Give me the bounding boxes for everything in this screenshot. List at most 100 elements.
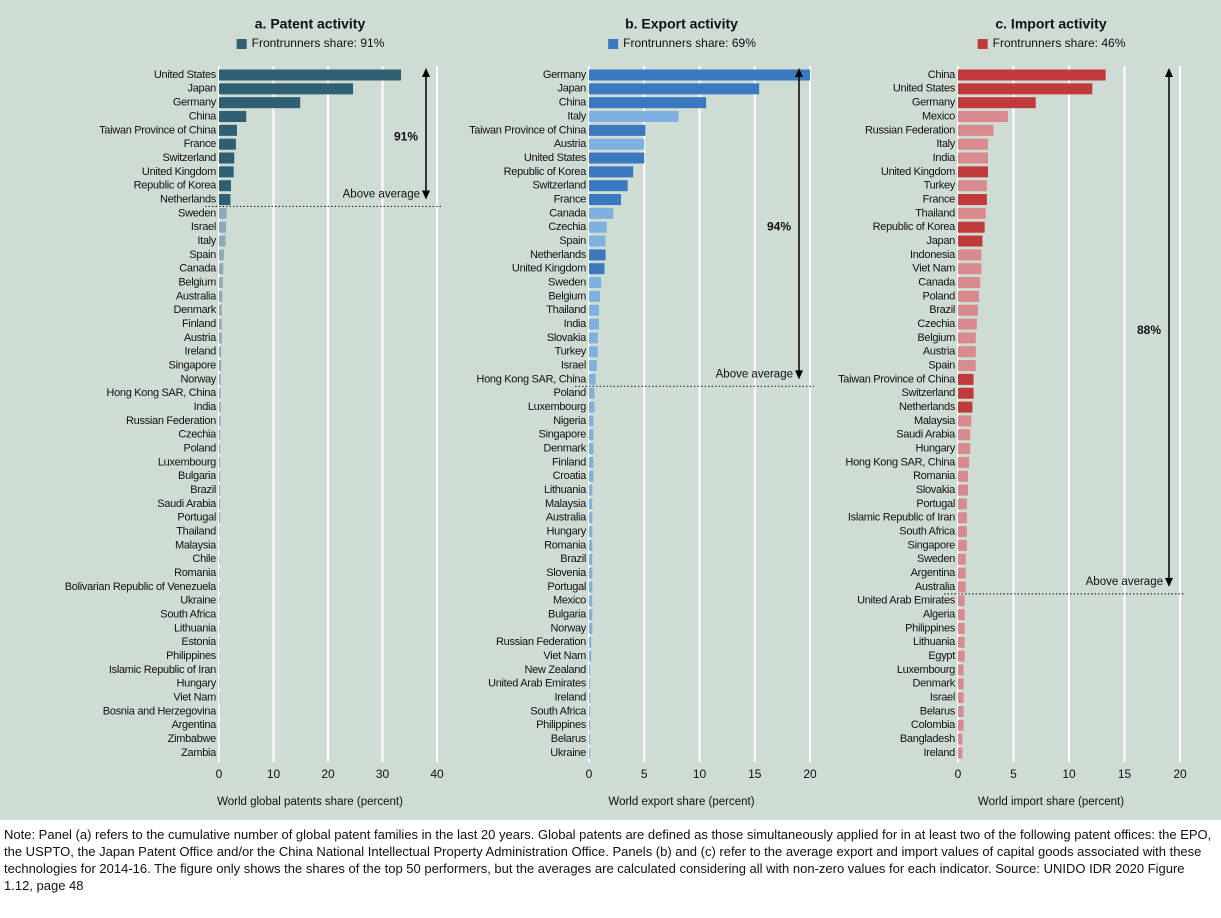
category-label: Italy (936, 138, 955, 150)
x-tick-label: 20 (321, 767, 335, 781)
category-label: Austria (554, 138, 587, 150)
bar (589, 692, 591, 704)
bar (958, 111, 1008, 123)
bar (219, 83, 354, 95)
bar (589, 124, 646, 136)
bar (219, 346, 222, 358)
bar (958, 484, 968, 496)
category-label: Canada (549, 207, 587, 219)
bar (958, 194, 987, 206)
note: Note: Panel (a) refers to the cumulative… (4, 827, 1212, 893)
bar (589, 719, 591, 731)
category-label: Lithuania (544, 484, 587, 496)
bar (958, 373, 974, 385)
bar (589, 152, 645, 164)
bar (589, 318, 599, 330)
bar (958, 678, 964, 690)
bar (589, 194, 622, 206)
share-label: 94% (767, 219, 791, 233)
category-label: Australia (546, 512, 587, 524)
category-label: Mexico (553, 595, 586, 607)
bar (958, 152, 988, 164)
category-label: Turkey (924, 180, 956, 192)
category-label: Saudi Arabia (157, 498, 217, 510)
category-label: Viet Nam (912, 263, 955, 275)
bar (589, 539, 593, 551)
category-label: Zimbabwe (168, 733, 217, 745)
bar (219, 249, 224, 261)
category-label: Republic of Korea (873, 221, 957, 233)
bar (958, 83, 1093, 95)
category-label: Ireland (923, 747, 955, 759)
bar (958, 553, 966, 565)
legend-label: Frontrunners share: 69% (623, 36, 756, 50)
bar (589, 595, 593, 607)
category-label: United Kingdom (512, 263, 586, 275)
category-label: Malaysia (914, 415, 956, 427)
x-tick-label: 0 (586, 767, 593, 781)
category-label: Singapore (539, 429, 587, 441)
category-label: Argentina (911, 567, 957, 579)
x-axis-label: World export share (percent) (608, 796, 754, 808)
background (0, 0, 1221, 820)
bar (589, 622, 593, 634)
legend-swatch (236, 39, 247, 49)
bar (219, 207, 227, 219)
bar (589, 332, 598, 344)
bar (589, 553, 593, 565)
bar (589, 415, 594, 427)
category-label: Hungary (177, 678, 217, 690)
category-label: Brazil (560, 553, 586, 565)
category-label: Sweden (548, 276, 586, 288)
category-label: Bulgaria (548, 609, 587, 621)
bar (219, 470, 221, 482)
category-label: Portugal (177, 512, 216, 524)
category-label: Saudi Arabia (896, 429, 956, 441)
bar (219, 401, 221, 413)
bar (219, 373, 221, 385)
bar (589, 456, 594, 468)
category-label: Islamic Republic of Iran (109, 664, 216, 676)
bar (958, 360, 976, 372)
legend-label: Frontrunners share: 46% (993, 36, 1126, 50)
bar (958, 636, 965, 648)
bar (958, 332, 976, 344)
category-label: Italy (197, 235, 216, 247)
bar (589, 83, 760, 95)
bar (219, 111, 247, 123)
bar (219, 360, 222, 372)
bar (589, 69, 810, 81)
bar (589, 581, 593, 593)
category-label: Romania (174, 567, 217, 579)
x-tick-label: 15 (1118, 767, 1132, 781)
category-label: Japan (558, 83, 587, 95)
category-label: Finland (182, 318, 216, 330)
category-label: Colombia (911, 719, 956, 731)
bar (589, 512, 593, 524)
category-label: Luxembourg (528, 401, 586, 413)
bar (219, 124, 237, 136)
category-label: France (184, 138, 217, 150)
category-label: Islamic Republic of Iran (848, 512, 955, 524)
category-label: China (189, 110, 217, 122)
category-label: South Africa (530, 705, 587, 717)
category-label: Hungary (547, 526, 587, 538)
bar (958, 346, 976, 358)
category-label: Israel (561, 359, 586, 371)
category-label: Hong Kong SAR, China (106, 387, 217, 399)
average-label: Above average (1086, 576, 1163, 588)
bar (589, 443, 594, 455)
bar (219, 539, 220, 551)
bar (589, 111, 679, 123)
category-label: Switzerland (901, 387, 955, 399)
average-label: Above average (343, 188, 420, 200)
category-label: Turkey (555, 346, 587, 358)
bar (589, 360, 597, 372)
bar (958, 387, 974, 399)
category-label: Poland (184, 442, 217, 454)
bar (219, 567, 220, 579)
bar (219, 429, 221, 441)
category-label: Netherlands (160, 193, 217, 205)
category-label: Taiwan Province of China (838, 373, 956, 385)
bar (958, 526, 967, 538)
